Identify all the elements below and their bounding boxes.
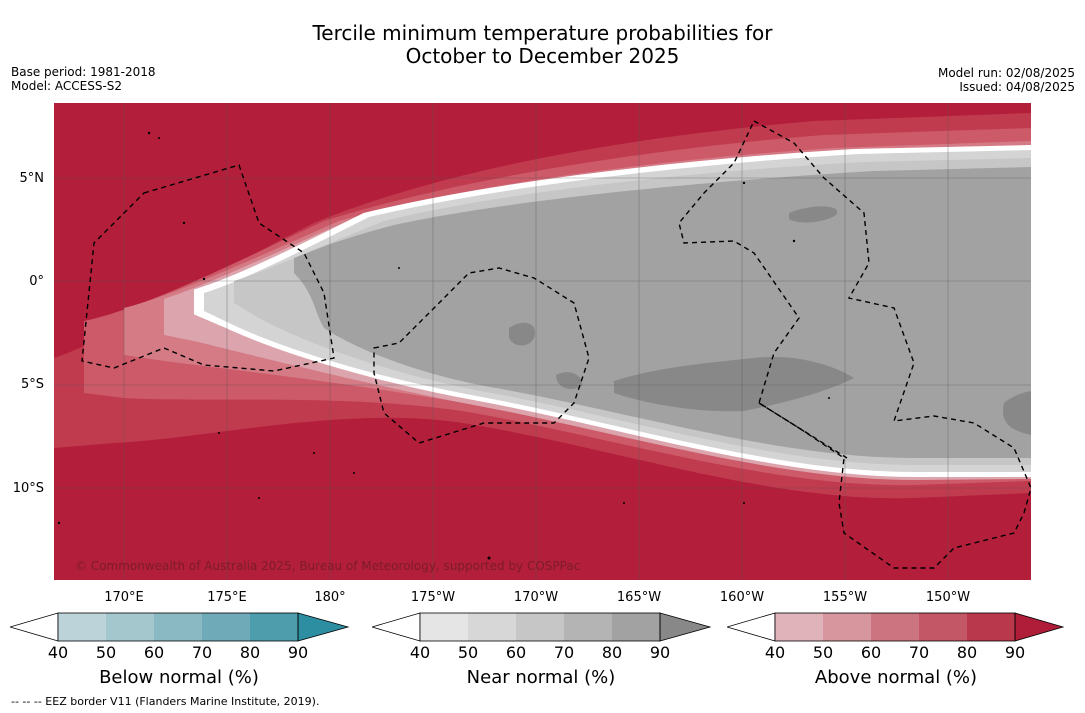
grid-lines (54, 103, 1031, 580)
above-normal-title: Above normal (%) (814, 667, 978, 688)
meta-right: Model run: 02/08/2025 Issued: 04/08/2025 (938, 66, 1075, 94)
lon-label-175e: 175°E (207, 590, 247, 605)
colorbar-below-normal (10, 612, 350, 642)
model-name: Model: ACCESS-S2 (11, 79, 123, 93)
colorbar-near-normal (372, 612, 712, 642)
chart-title: Tercile minimum temperature probabilitie… (0, 22, 1085, 68)
lat-label-0: 0° (29, 274, 44, 289)
near-tick-80: 80 (601, 643, 623, 662)
lon-label-165w: 165°W (616, 590, 662, 605)
near-80-patch-north (789, 206, 838, 223)
issued-date: Issued: 04/08/2025 (959, 80, 1075, 94)
eez-footnote: -- -- -- EEZ border V11 (Flanders Marine… (11, 695, 320, 708)
copyright-notice: © Commonwealth of Australia 2025, Bureau… (75, 559, 581, 573)
near-tick-90: 90 (649, 643, 671, 662)
lon-label-180: 180° (314, 590, 346, 605)
below-tick-60: 60 (143, 643, 165, 662)
lon-label-175w: 175°W (410, 590, 456, 605)
below-tick-70: 70 (191, 643, 213, 662)
above-tick-60: 60 (860, 643, 882, 662)
lon-label-170e: 170°E (104, 590, 144, 605)
above-tick-70: 70 (908, 643, 930, 662)
lon-label-150w: 150°W (925, 590, 971, 605)
above-tick-40: 40 (764, 643, 786, 662)
lon-label-155w: 155°W (822, 590, 868, 605)
colorbar-above-normal (727, 612, 1065, 642)
near-tick-60: 60 (505, 643, 527, 662)
lat-label-5s: 5°S (20, 377, 44, 392)
near-tick-40: 40 (409, 643, 431, 662)
below-normal-title: Below normal (%) (99, 667, 259, 688)
near-tick-70: 70 (553, 643, 575, 662)
lon-label-170w: 170°W (513, 590, 559, 605)
map-panel (54, 103, 1031, 580)
below-tick-50: 50 (95, 643, 117, 662)
above-tick-90: 90 (1004, 643, 1026, 662)
title-line-2: October to December 2025 (405, 44, 680, 68)
eez-borders (81, 120, 1031, 569)
near-normal-title: Near normal (%) (466, 667, 616, 688)
above-tick-50: 50 (812, 643, 834, 662)
base-period: Base period: 1981-2018 (11, 65, 156, 79)
near-80-patch-west (509, 322, 535, 346)
meta-left: Base period: 1981-2018 Model: ACCESS-S2 (11, 65, 156, 93)
below-tick-90: 90 (287, 643, 309, 662)
near-80-patch-east (614, 356, 854, 412)
above-tick-80: 80 (956, 643, 978, 662)
lat-label-10s: 10°S (12, 481, 44, 496)
near-80-patch-far-east (1003, 391, 1031, 435)
lon-label-160w: 160°W (719, 590, 765, 605)
islands (57, 131, 830, 560)
model-run: Model run: 02/08/2025 (937, 66, 1075, 80)
below-tick-40: 40 (47, 643, 69, 662)
title-line-1: Tercile minimum temperature probabilitie… (312, 21, 773, 45)
lat-label-5n: 5°N (19, 171, 45, 186)
near-tick-50: 50 (457, 643, 479, 662)
below-tick-80: 80 (239, 643, 261, 662)
